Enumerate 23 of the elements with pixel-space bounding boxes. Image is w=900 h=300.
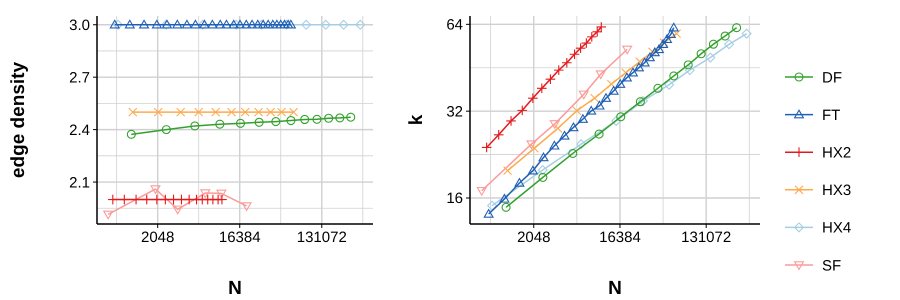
x-tick-label: 16384 — [599, 229, 641, 246]
y-tick-label: 32 — [446, 103, 463, 120]
y-tick-label: 3.0 — [69, 16, 90, 34]
legend-label: HX4 — [822, 220, 852, 237]
legend-label: SF — [822, 257, 842, 274]
y-tick-label: 2.7 — [69, 69, 90, 86]
legend-label: FT — [822, 106, 840, 124]
y-tick-label: 2.4 — [69, 122, 90, 139]
y-tick-label: 2.1 — [69, 174, 90, 192]
x-tick-label: 2048 — [140, 229, 174, 246]
legend-label: HX2 — [822, 144, 852, 162]
y-axis-title: k — [406, 114, 427, 126]
y-axis-title: edge density — [8, 62, 29, 178]
x-tick-label: 131072 — [296, 229, 347, 246]
x-axis-title: N — [608, 278, 622, 299]
legend-label: HX3 — [822, 182, 852, 200]
x-axis-title: N — [228, 278, 242, 299]
legend-label: DF — [822, 69, 842, 86]
x-tick-label: 131072 — [681, 229, 732, 246]
x-tick-label: 2048 — [517, 229, 550, 246]
x-tick-label: 16384 — [218, 229, 261, 246]
y-tick-label: 64 — [446, 16, 463, 34]
y-tick-label: 16 — [446, 190, 463, 208]
